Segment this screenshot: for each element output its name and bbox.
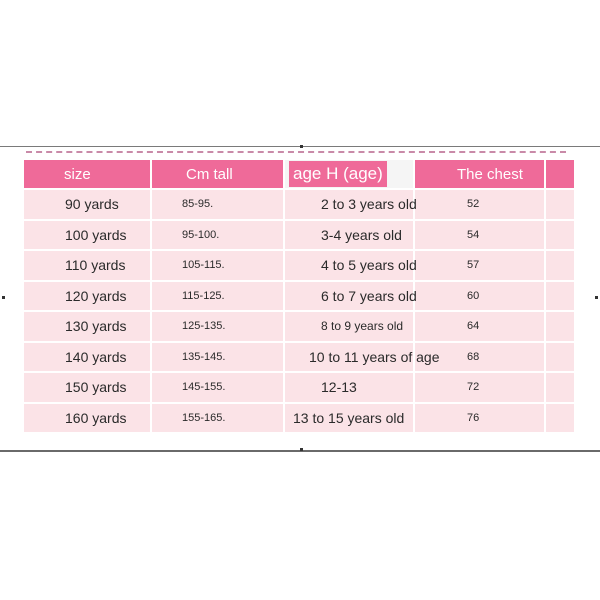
- frame-tick-top: [300, 145, 303, 148]
- cell-chest: 64: [415, 310, 546, 341]
- cell-chest: 54: [415, 218, 546, 249]
- cell-chest: 57: [415, 249, 546, 280]
- cell-size: 140 yards: [24, 340, 152, 371]
- cell-extra: [546, 249, 576, 280]
- cell-cm: 145-155.: [152, 371, 285, 402]
- header-age-label: age H (age): [289, 161, 387, 187]
- header-cm-tall: Cm tall: [152, 160, 285, 188]
- cell-size: 90 yards: [24, 188, 152, 219]
- frame-tick-bottom: [300, 448, 303, 451]
- table-row: 100 yards 95-100. 3-4 years old 54: [24, 218, 576, 249]
- cell-chest: 68: [415, 340, 546, 371]
- cell-chest: 76: [415, 401, 546, 432]
- cell-extra: [546, 401, 576, 432]
- cell-chest: 52: [415, 188, 546, 219]
- table-row: 90 yards 85-95. 2 to 3 years old 52: [24, 188, 576, 219]
- cell-age: 6 to 7 years old: [285, 279, 417, 310]
- header-extra: [546, 160, 576, 188]
- cell-cm: 95-100.: [152, 218, 285, 249]
- cell-cm: 155-165.: [152, 401, 285, 432]
- table-row: 130 yards 125-135. 8 to 9 years old 64: [24, 310, 576, 341]
- cell-size: 100 yards: [24, 218, 152, 249]
- header-size: size: [24, 160, 152, 188]
- table-row: 140 yards 135-145. 10 to 11 years of age…: [24, 340, 576, 371]
- cell-cm: 105-115.: [152, 249, 285, 280]
- frame-tick-left: [2, 296, 5, 299]
- cell-size: 120 yards: [24, 279, 152, 310]
- cell-extra: [546, 188, 576, 219]
- table-row: 160 yards 155-165. 13 to 15 years old 76: [24, 401, 576, 432]
- cell-extra: [546, 340, 576, 371]
- cell-chest: 72: [415, 371, 546, 402]
- cell-cm: 115-125.: [152, 279, 285, 310]
- header-age: age H (age): [285, 160, 415, 188]
- cell-extra: [546, 218, 576, 249]
- dashed-divider: [26, 151, 566, 153]
- frame-tick-right: [595, 296, 598, 299]
- cell-extra: [546, 371, 576, 402]
- cell-cm: 125-135.: [152, 310, 285, 341]
- cell-cm: 135-145.: [152, 340, 285, 371]
- frame-bottom-rule: [0, 450, 600, 452]
- header-chest: The chest: [415, 160, 546, 188]
- cell-age: 2 to 3 years old: [285, 188, 417, 219]
- cell-age: 8 to 9 years old: [285, 310, 415, 341]
- table-row: 120 yards 115-125. 6 to 7 years old 60: [24, 279, 576, 310]
- cell-size: 160 yards: [24, 401, 152, 432]
- size-chart-table: size Cm tall age H (age) The chest 90 ya…: [24, 160, 576, 432]
- cell-chest: 60: [415, 279, 546, 310]
- cell-size: 150 yards: [24, 371, 152, 402]
- cell-extra: [546, 279, 576, 310]
- cell-age: 4 to 5 years old: [285, 249, 417, 280]
- cell-age: 12-13: [285, 371, 415, 402]
- table-row: 150 yards 145-155. 12-13 72: [24, 371, 576, 402]
- table-row: 110 yards 105-115. 4 to 5 years old 57: [24, 249, 576, 280]
- cell-age: 10 to 11 years of age: [285, 340, 440, 371]
- cell-age: 13 to 15 years old: [285, 401, 415, 432]
- cell-size: 130 yards: [24, 310, 152, 341]
- cell-size: 110 yards: [24, 249, 152, 280]
- cell-age: 3-4 years old: [285, 218, 415, 249]
- header-row: size Cm tall age H (age) The chest: [24, 160, 576, 188]
- cell-cm: 85-95.: [152, 188, 285, 219]
- cell-extra: [546, 310, 576, 341]
